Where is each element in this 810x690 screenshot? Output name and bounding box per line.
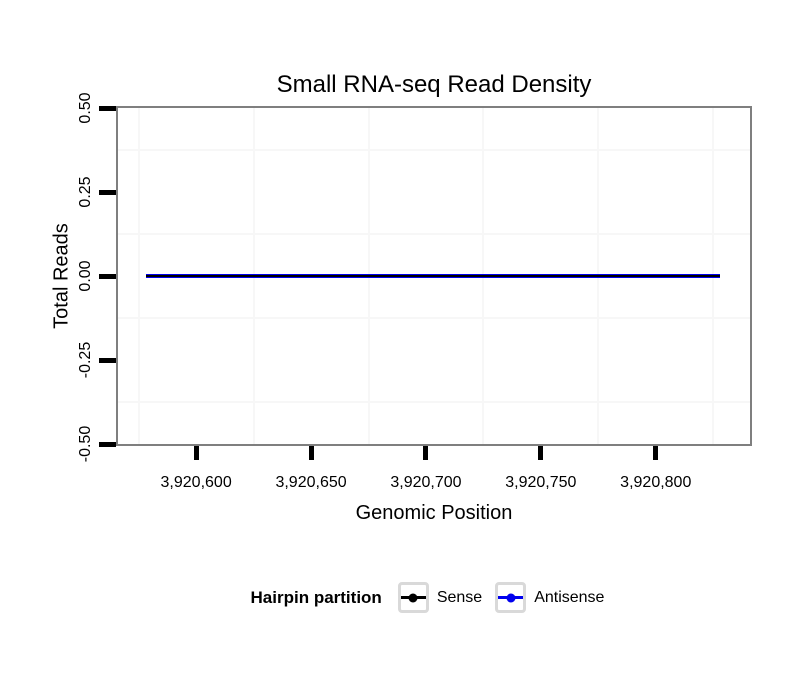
panel xyxy=(116,106,752,446)
y-tick-label: -0.25 xyxy=(77,341,94,379)
x-tick-label: 3,920,800 xyxy=(620,474,692,491)
legend-key-dot xyxy=(408,593,418,602)
legend: Hairpin partition Sense Antisense xyxy=(116,580,752,615)
series-line-sense xyxy=(145,275,721,277)
minor-gridline-horizontal xyxy=(118,233,750,235)
x-tick-label: 3,920,700 xyxy=(390,474,462,491)
minor-gridline-vertical xyxy=(137,108,140,444)
x-axis-title: Genomic Position xyxy=(355,502,513,524)
chart-title: Small RNA-seq Read Density xyxy=(276,71,592,98)
y-tick-mark xyxy=(99,105,116,111)
x-tick-mark xyxy=(308,446,314,460)
y-tick-label: 0.25 xyxy=(77,176,94,208)
legend-item-label: Sense xyxy=(436,588,483,606)
legend-key-dot xyxy=(506,593,516,602)
y-tick-mark xyxy=(99,357,116,363)
x-tick-label: 3,920,600 xyxy=(160,474,232,491)
y-tick-mark xyxy=(99,273,116,279)
x-tick-mark xyxy=(653,446,659,460)
legend-item-antisense: Antisense xyxy=(495,582,604,613)
legend-key-line xyxy=(498,593,524,602)
minor-gridline-horizontal xyxy=(118,401,750,403)
legend-item-label: Antisense xyxy=(534,588,605,606)
x-tick-label: 3,920,750 xyxy=(505,474,577,491)
y-axis-title: Total Reads xyxy=(50,223,73,329)
legend-key-antisense xyxy=(495,582,527,613)
legend-item-sense: Sense xyxy=(397,582,483,613)
y-tick-label: -0.50 xyxy=(77,425,94,463)
legend-title: Hairpin partition xyxy=(250,587,382,607)
legend-key-sense xyxy=(397,582,429,613)
x-tick-mark xyxy=(538,446,544,460)
y-tick-mark xyxy=(99,189,116,195)
minor-gridline-horizontal xyxy=(118,317,750,319)
y-tick-label: 0.00 xyxy=(77,260,94,292)
minor-gridline-horizontal xyxy=(118,149,750,151)
x-tick-mark xyxy=(193,446,199,460)
x-tick-mark xyxy=(423,446,429,460)
y-tick-label: 0.50 xyxy=(77,92,94,124)
legend-items: Sense Antisense xyxy=(397,582,618,613)
x-tick-label: 3,920,650 xyxy=(275,474,347,491)
y-tick-mark xyxy=(99,441,116,447)
legend-key-line xyxy=(400,593,426,602)
